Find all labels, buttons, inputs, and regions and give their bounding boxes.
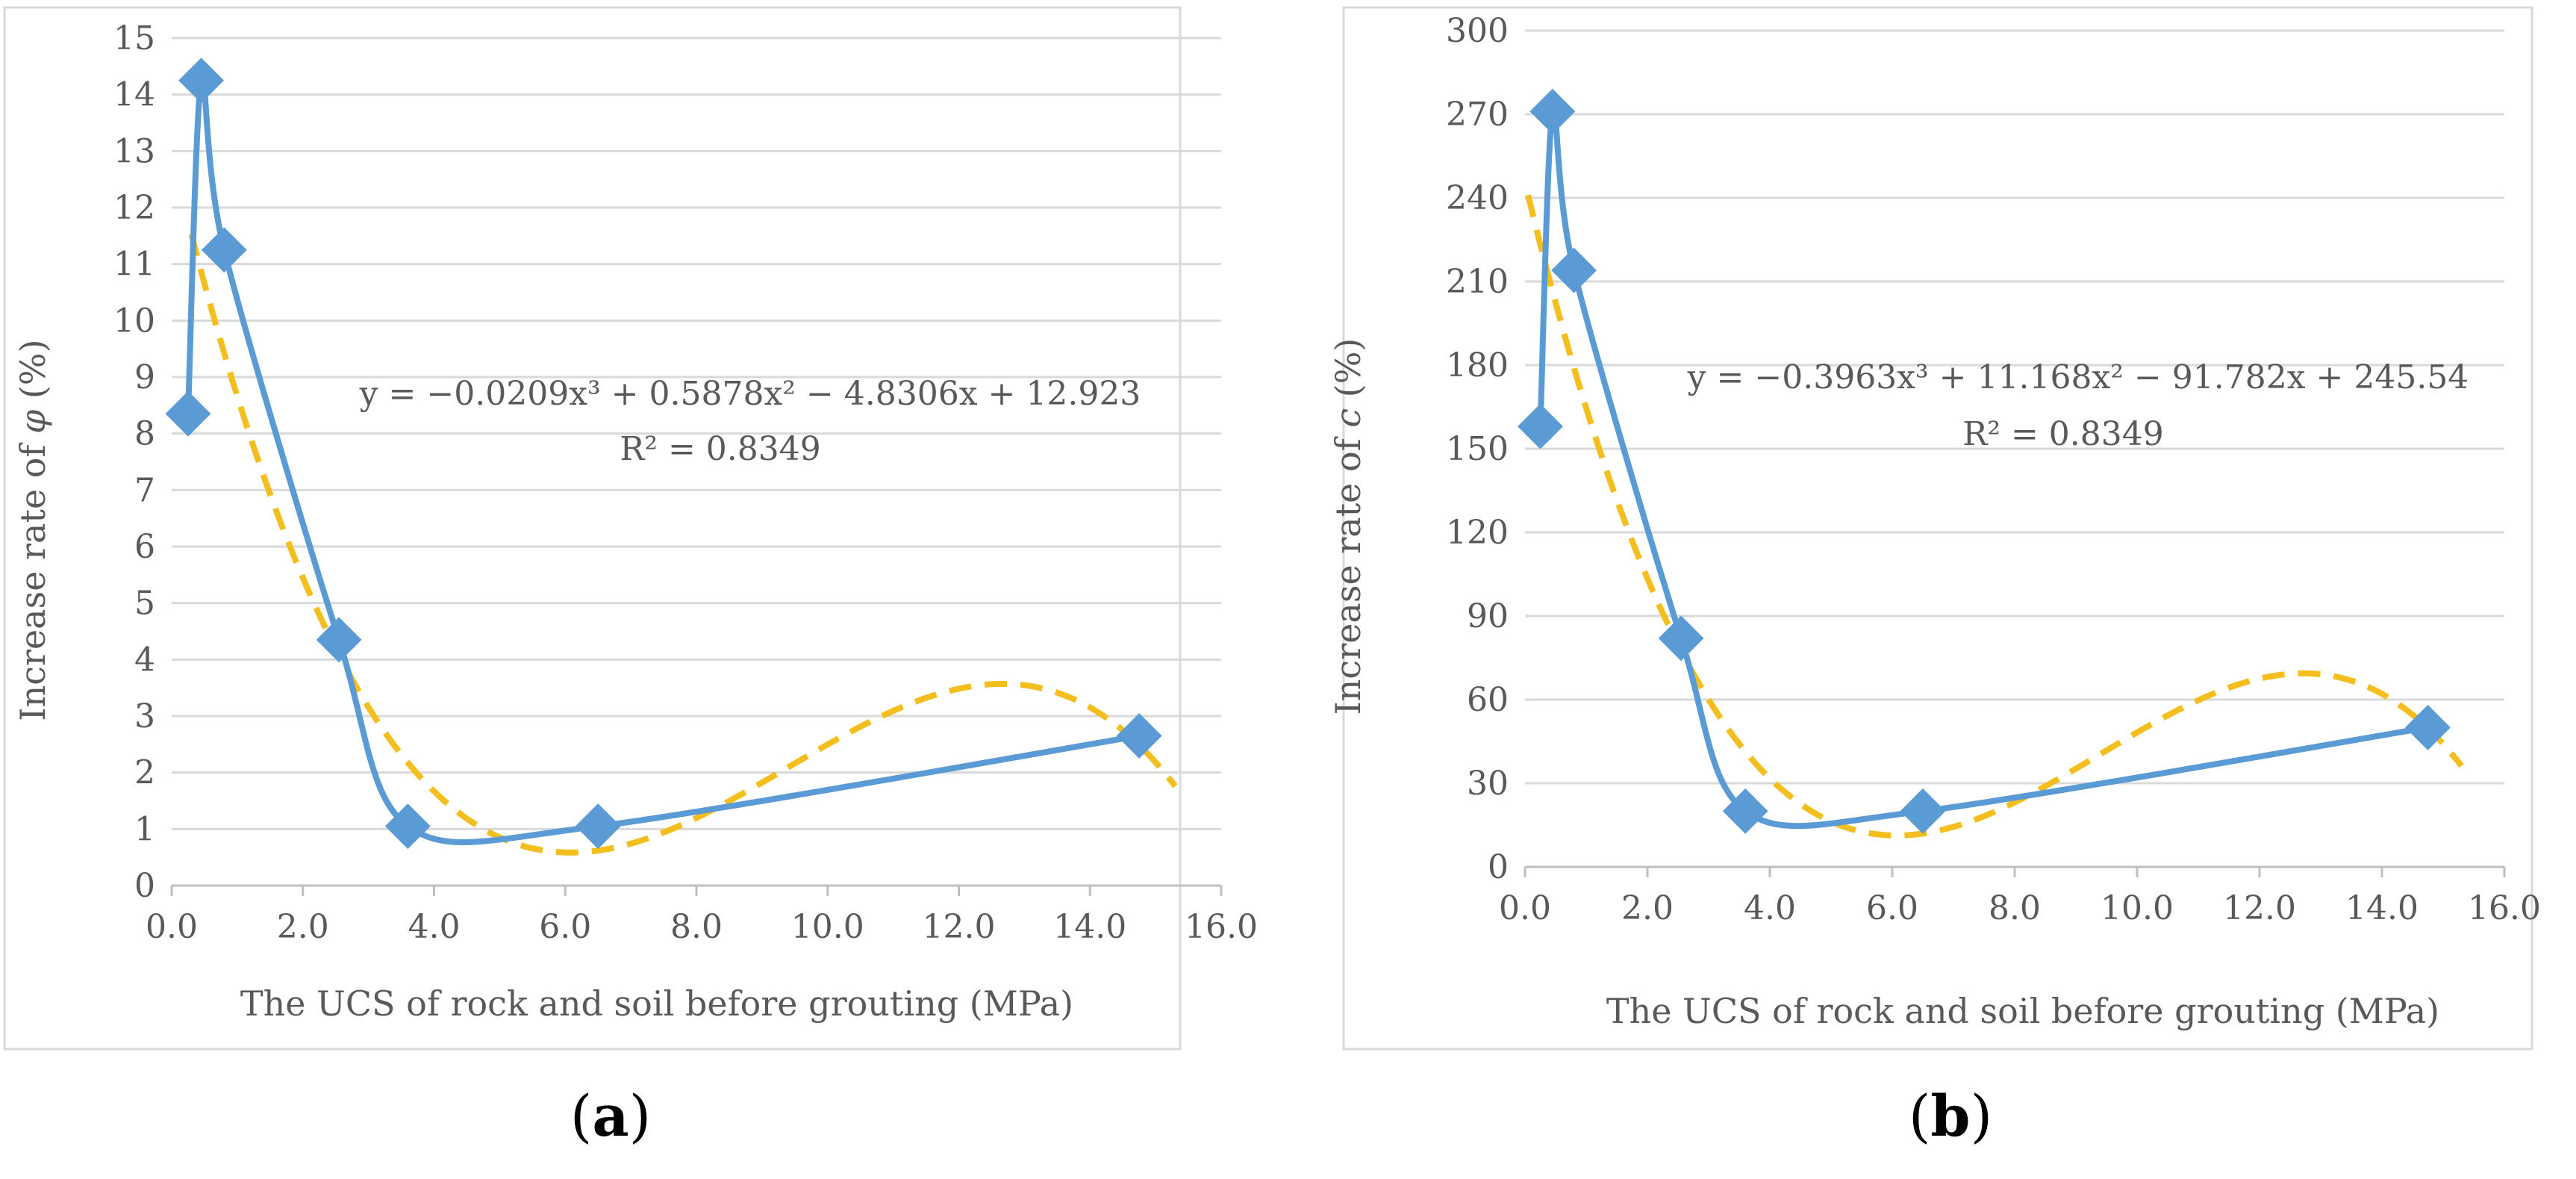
x-tick-label-pb-8: 16.0 (2468, 889, 2541, 927)
data-point-pb-6 (2405, 704, 2451, 750)
y-axis-label-a-symbol: φ (13, 409, 53, 434)
y-tick-label-pb-4: 120 (1446, 514, 1509, 552)
data-point-pa-2 (201, 227, 247, 273)
trendline-a (188, 233, 1178, 856)
y-axis-label-a-suffix: (%) (13, 339, 53, 409)
x-tick-label-pa-7: 14.0 (1053, 908, 1126, 946)
y-tick-label-pa-5: 5 (134, 585, 155, 623)
equation-a: y = −0.0209x³ + 0.5878x² − 4.8306x + 12.… (359, 375, 1141, 413)
x-tick-label-pa-4: 8.0 (670, 908, 723, 946)
data-point-pb-5 (1900, 788, 1946, 834)
y-tick-label-pa-11: 11 (113, 246, 155, 284)
y-tick-label-pb-8: 240 (1446, 179, 1509, 217)
x-tick-label-pa-6: 12.0 (923, 908, 996, 946)
caption-a-letter: a (592, 1083, 629, 1149)
data-point-pb-3 (1658, 615, 1704, 662)
x-tick-label-pa-2: 4.0 (408, 908, 461, 946)
gridlines-b (1525, 29, 2504, 785)
caption-b: (b) (1908, 1083, 1993, 1149)
series-b (1537, 105, 2429, 830)
data-point-pa-5 (575, 803, 621, 849)
r-squared-b: R² = 0.8349 (1962, 415, 2164, 453)
x-tick-label-pb-6: 12.0 (2223, 889, 2296, 927)
axes-a (170, 884, 1223, 896)
y-tick-label-pb-3: 90 (1467, 597, 1509, 635)
y-axis-label-a: Increase rate of φ (%) (13, 339, 53, 721)
data-point-pa-0 (165, 391, 211, 437)
y-axis-label-b-suffix: (%) (1328, 338, 1368, 408)
y-tick-label-pb-1: 30 (1467, 765, 1509, 803)
trendline-path-pb (1525, 194, 2464, 839)
trendline-b (1525, 194, 2464, 839)
x-tick-label-pa-0: 0.0 (146, 908, 198, 946)
data-point-pb-4 (1722, 788, 1768, 834)
x-axis-label-b: The UCS of rock and soil before grouting… (1606, 991, 2439, 1031)
r-squared-a: R² = 0.8349 (620, 430, 821, 468)
data-point-pa-4 (384, 803, 431, 849)
y-tick-label-pb-2: 60 (1467, 681, 1509, 719)
axes-b (1524, 865, 2506, 877)
data-point-pa-6 (1116, 713, 1162, 759)
y-tick-label-pa-6: 6 (134, 528, 155, 566)
gridlines-a (172, 37, 1221, 830)
markers-a (165, 57, 1162, 849)
y-axis-label-b-prefix: Increase rate of (1328, 428, 1368, 715)
x-tick-label-pb-7: 14.0 (2345, 889, 2418, 927)
y-tick-label-pa-1: 1 (134, 810, 155, 848)
chart-panel-a: 0.0 2.0 4.0 6.0 8.0 10.0 12.0 14.0 16.0 01234567… (3, 6, 1258, 1051)
series-line-pb (1537, 105, 2429, 830)
chart-panel-b: 0.0 2.0 4.0 6.0 8.0 10.0 12.0 14.0 16.0 0 30 60 90 1… (1328, 6, 2541, 1051)
y-tick-label-pb-10: 300 (1446, 12, 1509, 50)
equation-b: y = −0.3963x³ + 11.168x² − 91.782x + 245… (1687, 358, 2469, 396)
y-tick-labels-b: 0 30 60 90 120 150 180 210 240 270 300 (1446, 12, 1509, 886)
y-tick-label-pb-6: 180 (1446, 346, 1509, 385)
y-tick-label-pa-12: 12 (113, 189, 155, 227)
markers-b (1518, 88, 2451, 834)
x-tick-labels-b: 0.0 2.0 4.0 6.0 8.0 10.0 12.0 14.0 16.0 (1499, 889, 2541, 927)
x-tick-label-pa-3: 6.0 (539, 908, 591, 946)
y-tick-label-pa-9: 9 (134, 358, 155, 396)
x-tick-label-pa-5: 10.0 (791, 908, 864, 946)
y-tick-label-pa-15: 15 (113, 19, 155, 57)
chart-area-border-a (3, 6, 1182, 1051)
chart-area-border-b (1342, 6, 2533, 1051)
trendline-path-pa (188, 233, 1178, 856)
x-tick-label-pb-2: 4.0 (1744, 889, 1796, 927)
y-tick-label-pb-9: 270 (1446, 96, 1509, 134)
y-tick-label-pa-3: 3 (134, 697, 155, 735)
y-axis-label-b: Increase rate of c (%) (1328, 338, 1368, 715)
x-tick-labels-a: 0.0 2.0 4.0 6.0 8.0 10.0 12.0 14.0 16.0 (146, 908, 1258, 946)
x-tick-label-pb-3: 6.0 (1866, 889, 1918, 927)
x-tick-label-pb-1: 2.0 (1621, 889, 1674, 927)
y-tick-label-pa-8: 8 (134, 415, 155, 453)
x-tick-label-pa-8: 16.0 (1185, 908, 1258, 946)
data-point-pb-0 (1518, 403, 1563, 449)
y-tick-label-pb-0: 0 (1488, 848, 1509, 886)
y-tick-label-pa-0: 0 (134, 867, 155, 905)
y-axis-label-b-symbol: c (1328, 408, 1368, 428)
y-tick-label-pa-10: 10 (113, 302, 155, 340)
data-point-pb-2 (1551, 247, 1597, 293)
y-tick-label-pb-7: 210 (1446, 263, 1509, 301)
x-tick-label-pb-4: 8.0 (1989, 889, 2041, 927)
data-point-pa-1 (178, 57, 224, 104)
y-tick-label-pa-13: 13 (113, 132, 155, 170)
caption-b-letter: b (1930, 1083, 1971, 1149)
data-point-pb-1 (1529, 88, 1576, 134)
data-point-pa-3 (316, 617, 362, 663)
y-tick-label-pa-4: 4 (134, 641, 155, 679)
x-tick-label-pb-5: 10.0 (2101, 889, 2174, 927)
y-tick-label-pa-2: 2 (134, 754, 155, 792)
y-tick-label-pa-14: 14 (113, 76, 155, 114)
y-tick-label-pb-5: 150 (1446, 430, 1509, 468)
x-tick-label-pb-0: 0.0 (1499, 889, 1551, 927)
x-tick-label-pa-1: 2.0 (277, 908, 329, 946)
y-tick-label-pa-7: 7 (134, 471, 155, 509)
y-axis-label-a-prefix: Increase rate of (13, 434, 53, 721)
caption-a: (a) (570, 1083, 652, 1149)
x-axis-label-a: The UCS of rock and soil before grouting… (240, 983, 1073, 1024)
